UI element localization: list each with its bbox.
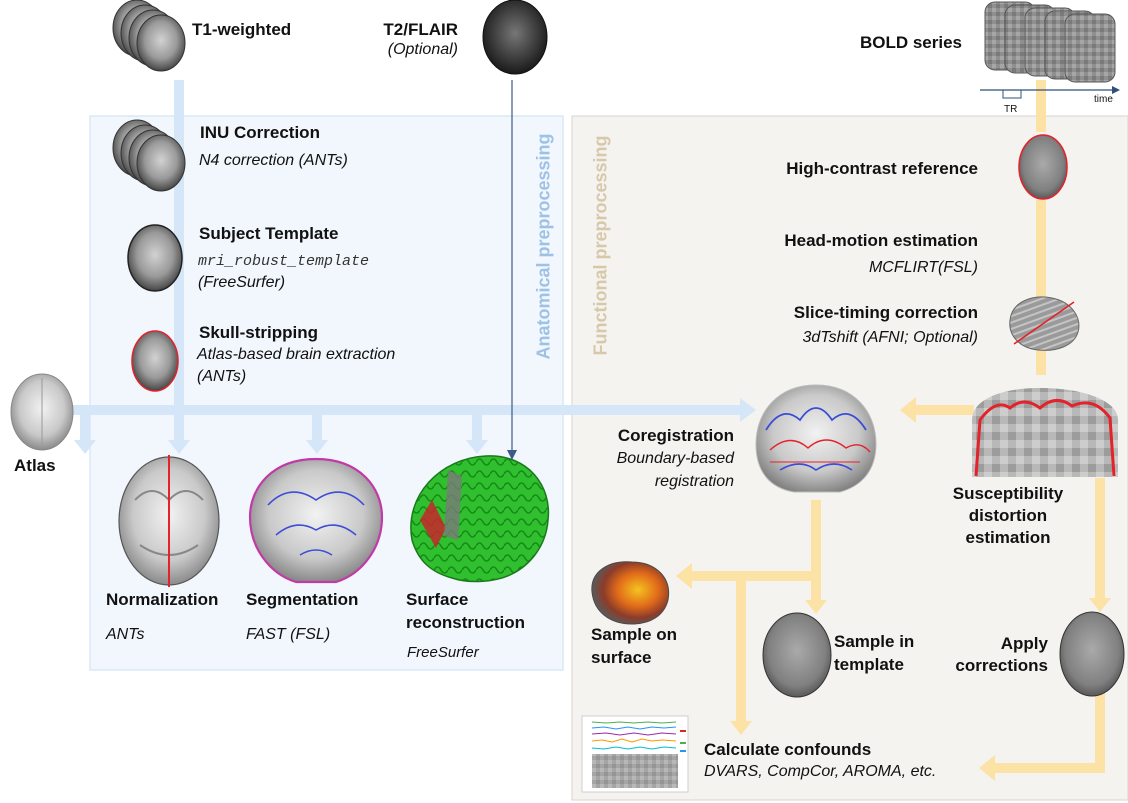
- normalization-title: Normalization: [106, 590, 219, 609]
- surface-recon-method: FreeSurfer: [407, 644, 479, 661]
- tr-label: TR: [1004, 104, 1018, 115]
- sample-surface-title-1: Sample on: [591, 625, 677, 644]
- sdc-title-2: distortion: [968, 506, 1048, 525]
- reference-brain-icon: [1018, 134, 1068, 200]
- functional-arrows: [676, 80, 1111, 781]
- surface-recon-title-2: reconstruction: [406, 613, 526, 632]
- inu-method: N4 correction (ANTs): [199, 152, 348, 169]
- inu-title: INU Correction: [200, 123, 320, 142]
- segmentation-brain-icon: [248, 457, 384, 584]
- atlas-brain-icon: [10, 373, 74, 451]
- stc-title: Slice-timing correction: [793, 303, 978, 322]
- time-label: time: [1094, 94, 1113, 105]
- hmc-method: MCFLIRT(FSL): [868, 259, 978, 276]
- anatomical-panel-title: Anatomical preprocessing: [533, 133, 554, 360]
- stc-method: 3dTshift (AFNI; Optional): [802, 329, 978, 346]
- coregistration-brain-icon: [755, 384, 877, 493]
- inu-brain-stack-icon: [112, 119, 186, 192]
- surface-sample-icon: [591, 561, 670, 625]
- apply-corrections-title-2: corrections: [955, 656, 1048, 675]
- normalization-method: ANTs: [106, 626, 145, 643]
- sample-template-title-2: template: [834, 655, 904, 674]
- confounds-method: DVARS, CompCor, AROMA, etc.: [704, 763, 937, 780]
- coreg-method-2: registration: [654, 473, 734, 490]
- time-axis: [980, 86, 1120, 99]
- susceptibility-brain-icon: [972, 388, 1118, 477]
- bold-series-stack-icon: [984, 1, 1116, 83]
- template-title: Subject Template: [199, 224, 339, 243]
- functional-panel-title: Functional preprocessing: [590, 135, 611, 356]
- t1-label: T1-weighted: [192, 20, 292, 39]
- coreg-title: Coregistration: [617, 426, 734, 445]
- sdc-title-3: estimation: [965, 528, 1051, 547]
- segmentation-title: Segmentation: [246, 590, 359, 609]
- corrected-brain-icon: [1059, 611, 1125, 697]
- confounds-plot-icon: [581, 715, 689, 793]
- atlas-label: Atlas: [14, 456, 56, 475]
- skull-method-2: (ANTs): [197, 368, 247, 385]
- skull-method-1: Atlas-based brain extraction: [197, 346, 396, 363]
- template-command: mri_robust_template: [198, 253, 370, 270]
- sample-surface-title-2: surface: [591, 648, 652, 667]
- subject-template-brain-icon: [127, 224, 183, 292]
- sdc-title-1: Susceptibility: [952, 484, 1064, 503]
- skull-stripped-brain-icon: [131, 330, 179, 392]
- t1-brain-stack-icon: [112, 0, 186, 72]
- confounds-title: Calculate confounds: [704, 740, 872, 759]
- bold-label: BOLD series: [859, 33, 962, 52]
- apply-corrections-title-1: Apply: [1000, 634, 1048, 653]
- surface-reconstruction-icon: [410, 455, 550, 583]
- anatomical-panel: [89, 115, 564, 671]
- template-method: (FreeSurfer): [198, 274, 286, 291]
- coreg-method-1: Boundary-based: [616, 450, 734, 467]
- hmc-title: Head-motion estimation: [784, 231, 978, 250]
- template-sample-brain-icon: [762, 612, 832, 698]
- t2-arrow: [507, 80, 517, 460]
- slice-timing-brain-icon: [1009, 296, 1080, 351]
- t2-brain-icon: [482, 0, 548, 75]
- t2-label: T2/FLAIR: [383, 20, 458, 39]
- t2-optional-label: (Optional): [387, 41, 458, 58]
- reference-title: High-contrast reference: [786, 159, 978, 178]
- sample-template-title-1: Sample in: [834, 632, 915, 651]
- segmentation-method: FAST (FSL): [246, 626, 331, 643]
- skull-title: Skull-stripping: [199, 323, 318, 342]
- surface-recon-title-1: Surface: [406, 590, 469, 609]
- normalization-brain-icon: [118, 455, 220, 587]
